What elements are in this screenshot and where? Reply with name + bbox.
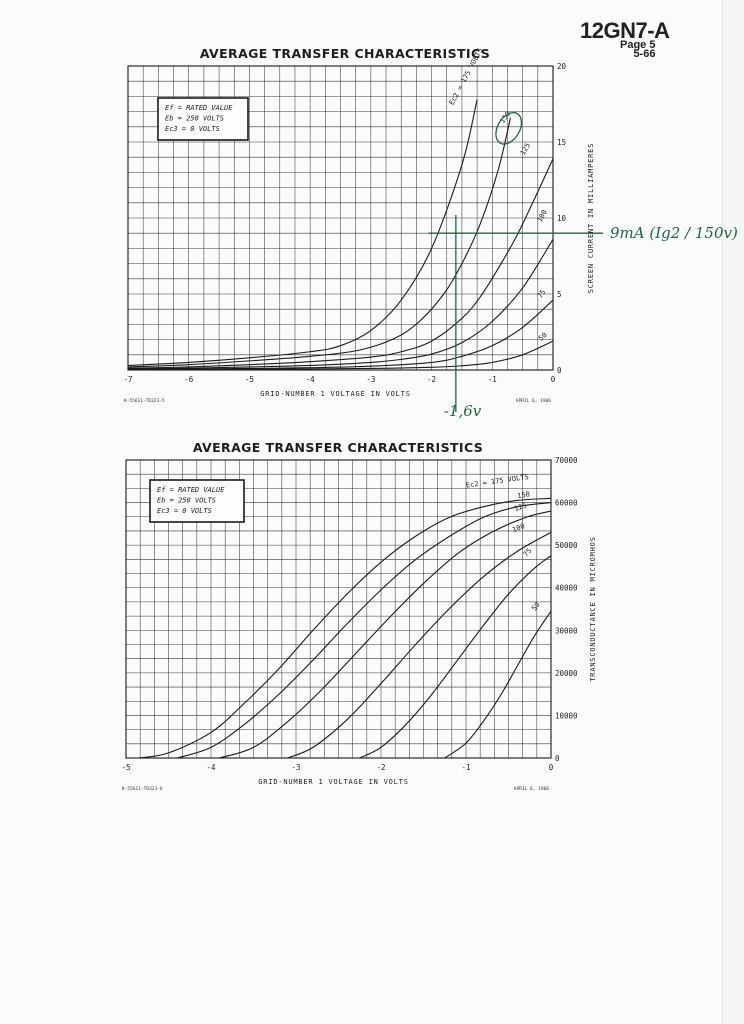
curve-label-75: 75 bbox=[522, 547, 534, 559]
series-line-75 bbox=[359, 555, 552, 759]
y-tick-label: 0 bbox=[557, 366, 562, 375]
x-tick-label: 0 bbox=[549, 763, 554, 772]
transfer-chart-2: AVERAGE TRANSFER CHARACTERISTICS -5 -4 -3 -2… bbox=[121, 440, 597, 792]
curve-label-175: Ec2 = 175 VOLTS bbox=[465, 473, 529, 490]
x-tick-label: -4 bbox=[206, 763, 216, 772]
y-tick-label: 50000 bbox=[555, 541, 578, 550]
x-tick-label: -3 bbox=[291, 763, 300, 772]
y-axis-label: SCREEN CURRENT IN MILLIAMPERES bbox=[587, 143, 595, 293]
x-tick-label: 0 bbox=[551, 375, 556, 384]
plot-frame bbox=[127, 65, 554, 371]
curve-label-50: 50 bbox=[537, 331, 549, 343]
x-tick-label: -2 bbox=[376, 763, 385, 772]
y-tick-label: 10000 bbox=[555, 711, 578, 720]
series-line-125 bbox=[219, 510, 552, 759]
y-tick-label: 20 bbox=[557, 62, 567, 71]
condition-text: Ef = RATED VALUE bbox=[165, 104, 233, 112]
footnote-right: APRIL 6, 1966 bbox=[514, 786, 550, 792]
page-info: Page 5 5-66 bbox=[620, 39, 656, 60]
series-line-150 bbox=[176, 502, 552, 759]
date-code: 5-66 bbox=[633, 48, 656, 60]
x-tick-label: -2 bbox=[427, 375, 436, 384]
condition-text: Eb = 250 VOLTS bbox=[157, 497, 216, 505]
x-tick-label: -5 bbox=[245, 375, 254, 384]
series-line-125 bbox=[127, 158, 554, 369]
y-tick-label: 5 bbox=[557, 290, 562, 299]
series-group bbox=[138, 497, 552, 759]
handwritten-note-current: 9mA (Ig2 / 150v) bbox=[610, 224, 738, 242]
curve-label-150: 150 bbox=[517, 490, 531, 500]
x-tick-label: -1 bbox=[461, 763, 470, 772]
y-tick-label: 70000 bbox=[555, 456, 578, 465]
curve-label-150: 150 bbox=[498, 110, 512, 125]
series-line-175 bbox=[138, 497, 552, 759]
transfer-chart-1: AVERAGE TRANSFER CHARACTERISTICS -7 -6 -5 -4… bbox=[123, 46, 738, 420]
y-tick-label: 30000 bbox=[555, 626, 578, 635]
footnote-right: APRIL 6, 1966 bbox=[516, 398, 552, 404]
chart-title: AVERAGE TRANSFER CHARACTERISTICS bbox=[193, 440, 483, 455]
series-line-100 bbox=[287, 531, 552, 759]
condition-text: Ec3 = 0 VOLTS bbox=[165, 125, 220, 133]
x-tick-label: -1 bbox=[488, 375, 497, 384]
conditions-box: Ef = RATED VALUE Eb = 250 VOLTS Ec3 = 0 VO… bbox=[149, 479, 245, 523]
x-tick-label: -3 bbox=[366, 375, 375, 384]
conditions-frame bbox=[157, 97, 249, 141]
chart-title: AVERAGE TRANSFER CHARACTERISTICS bbox=[200, 46, 490, 61]
curve-label-125: 125 bbox=[519, 142, 532, 157]
curve-param: Ec2 = bbox=[465, 478, 491, 489]
series-line-50 bbox=[444, 610, 552, 759]
x-axis-label: GRID-NUMBER 1 VOLTAGE IN VOLTS bbox=[258, 778, 408, 786]
series-line-50 bbox=[127, 340, 554, 371]
series-line-175 bbox=[127, 99, 478, 366]
y-tick-label: 40000 bbox=[555, 584, 578, 593]
series-line-75 bbox=[127, 299, 554, 370]
curve-label-75: 75 bbox=[536, 288, 547, 300]
condition-text: Ec3 = 0 VOLTS bbox=[157, 507, 212, 515]
conditions-frame bbox=[149, 479, 245, 523]
series-line-150 bbox=[127, 117, 512, 368]
y-tick-label: 60000 bbox=[555, 499, 578, 508]
series-group bbox=[127, 99, 554, 371]
annotation-circle bbox=[495, 111, 523, 145]
x-tick-label: -6 bbox=[184, 375, 194, 384]
x-tick-label: -7 bbox=[123, 375, 132, 384]
y-axis-label: TRANSCONDUCTANCE IN MICROMHOS bbox=[589, 536, 597, 681]
page-number: Page 5 bbox=[620, 39, 656, 51]
curve-unit: VOLTS bbox=[507, 473, 529, 484]
condition-text: Ef = RATED VALUE bbox=[157, 486, 225, 494]
handwritten-annotations bbox=[428, 111, 603, 412]
x-axis-label: GRID-NUMBER 1 VOLTAGE IN VOLTS bbox=[260, 390, 410, 398]
curve-label-50: 50 bbox=[530, 601, 542, 613]
y-tick-label: 10 bbox=[557, 214, 567, 223]
curve-label-125: 125 bbox=[513, 501, 528, 513]
series-line-100 bbox=[127, 238, 554, 370]
footnote-left: K-55611-TD323-6 bbox=[122, 786, 163, 792]
curve-label-100: 100 bbox=[511, 522, 526, 534]
y-tick-label: 0 bbox=[555, 754, 560, 763]
footnote-left: K-55611-TD323-5 bbox=[124, 398, 165, 404]
y-tick-label: 15 bbox=[557, 138, 566, 147]
x-tick-label: -5 bbox=[121, 763, 130, 772]
condition-text: Eb = 250 VOLTS bbox=[165, 115, 224, 123]
datasheet-page bbox=[722, 0, 723, 1024]
tube-code: 12GN7-A bbox=[580, 18, 670, 43]
handwritten-note-voltage: -1,6v bbox=[444, 402, 482, 420]
x-tick-label: -4 bbox=[306, 375, 316, 384]
conditions-box: Ef = RATED VALUE Eb = 250 VOLTS Ec3 = 0 VO… bbox=[157, 97, 249, 141]
plot-frame bbox=[125, 459, 552, 759]
curve-value: 175 bbox=[490, 476, 508, 486]
y-tick-label: 20000 bbox=[555, 669, 578, 678]
curve-param: Ec2 = bbox=[448, 80, 467, 106]
